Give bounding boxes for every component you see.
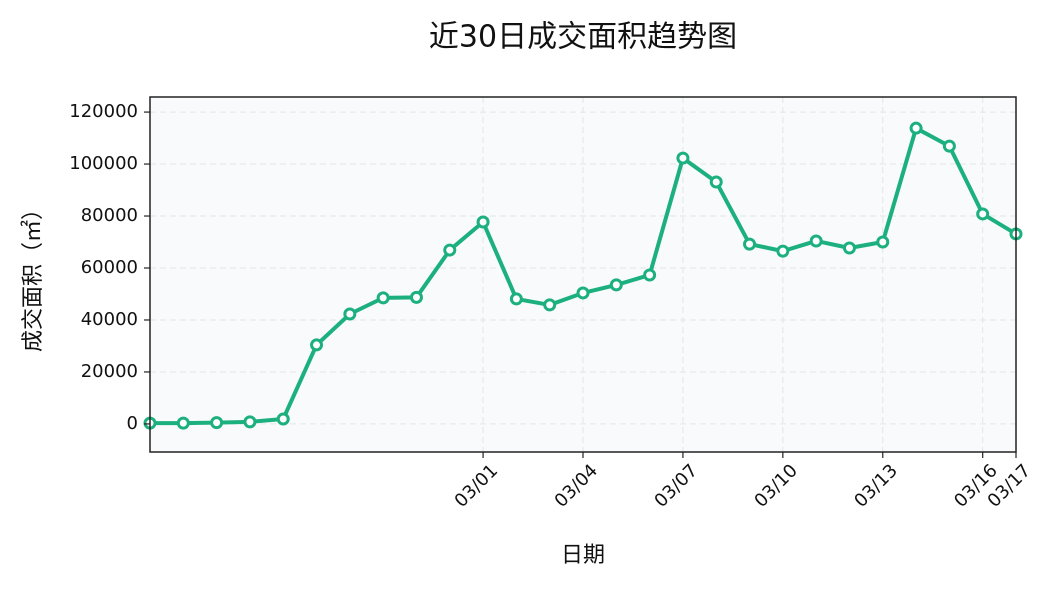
point: [343, 307, 357, 321]
y-tick-label: 80000: [81, 205, 138, 226]
point: [509, 292, 523, 306]
chart-title: 近30日成交面积趋势图: [429, 20, 737, 55]
point: [809, 234, 823, 248]
point: [310, 338, 324, 352]
x-tick-label: 03/13: [850, 460, 902, 512]
point: [476, 215, 490, 229]
point: [643, 268, 657, 282]
x-tick-label: 03/07: [650, 460, 702, 512]
marks: [143, 121, 1023, 430]
y-tick-label: 120000: [69, 101, 138, 122]
point: [409, 290, 423, 304]
x-tick-label: 03/10: [750, 460, 802, 512]
y-tick-label: 0: [127, 413, 138, 434]
y-tick-label: 40000: [81, 309, 138, 330]
point: [609, 278, 623, 292]
point: [176, 416, 190, 430]
x-tick-label: 03/01: [451, 460, 503, 512]
point: [709, 175, 723, 189]
point: [876, 235, 890, 249]
y-tick-label: 100000: [69, 153, 138, 174]
y-axis-label: 成交面积（㎡）: [20, 198, 46, 352]
point: [842, 241, 856, 255]
point: [743, 237, 757, 251]
point: [776, 244, 790, 258]
x-tick-label: 03/04: [551, 460, 603, 512]
point: [576, 286, 590, 300]
point: [543, 298, 557, 312]
point: [676, 151, 690, 165]
grid: [150, 97, 1017, 452]
y-tick-label: 60000: [81, 257, 138, 278]
y-tick-label: 20000: [81, 361, 138, 382]
point: [443, 243, 457, 257]
point: [210, 416, 224, 430]
x-axis-label: 日期: [561, 543, 605, 568]
point: [942, 139, 956, 153]
point: [243, 415, 257, 429]
point: [976, 207, 990, 221]
point: [909, 121, 923, 135]
point: [376, 291, 390, 305]
point: [276, 412, 290, 426]
